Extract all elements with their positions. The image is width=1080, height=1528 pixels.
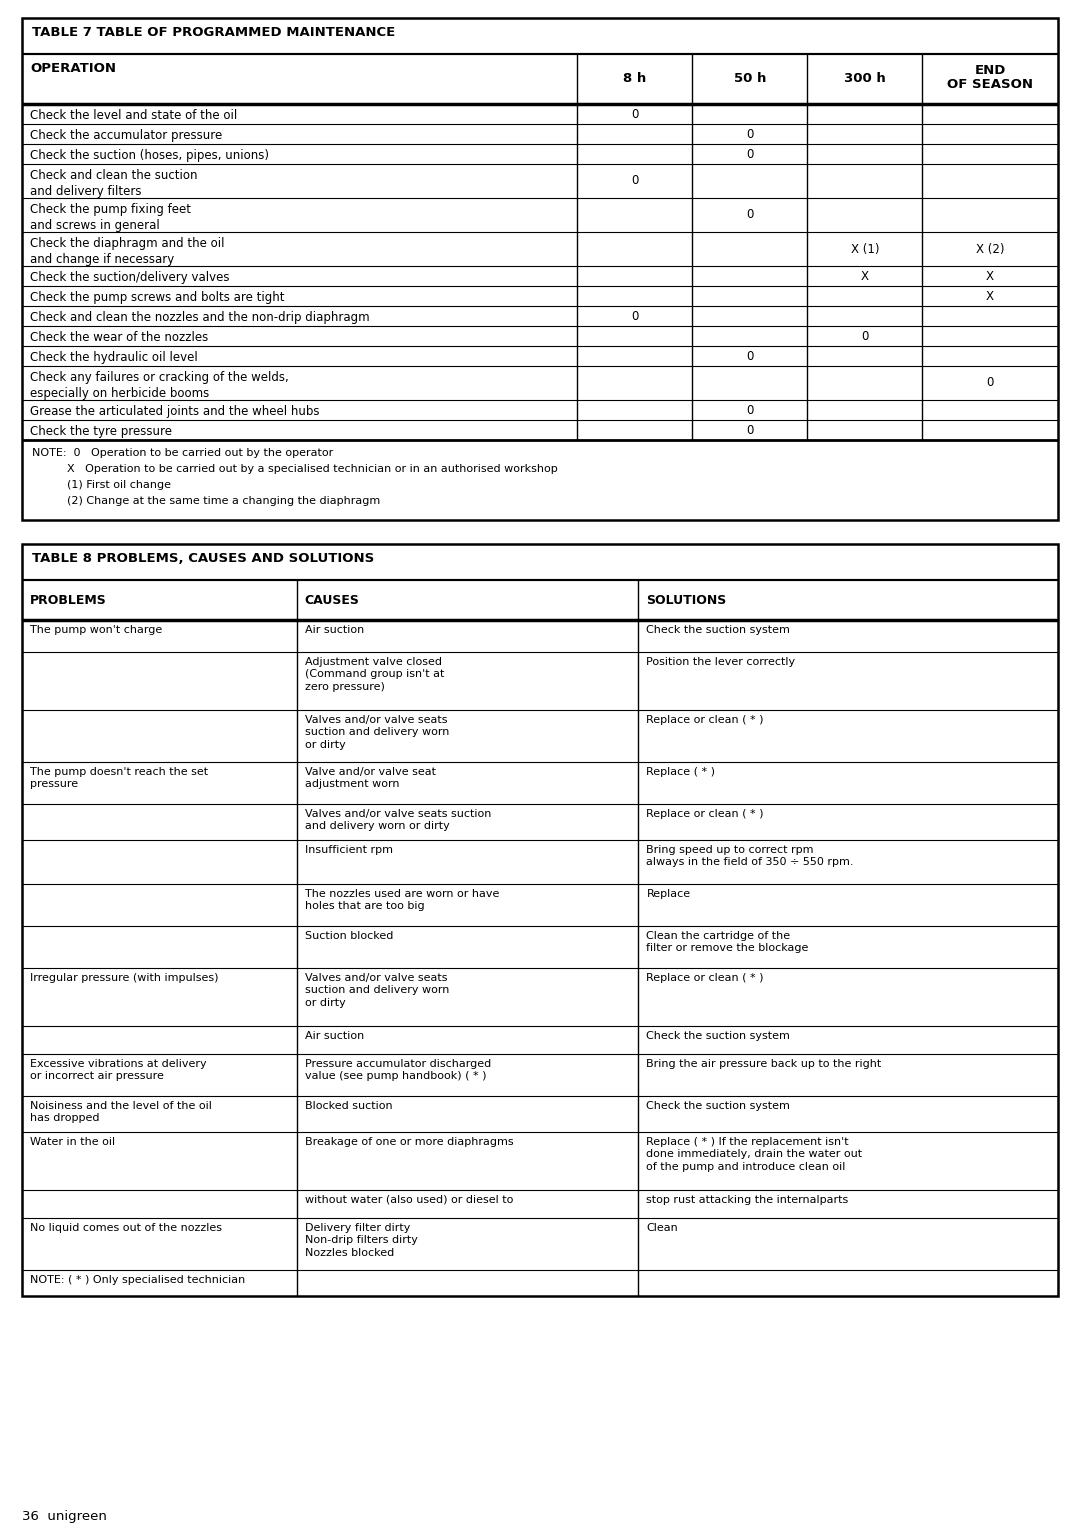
Bar	[22, 18, 1058, 520]
Text: Check the diaphragm and the oil
and change if necessary: Check the diaphragm and the oil and chan…	[30, 237, 225, 266]
Text: Air suction: Air suction	[305, 625, 364, 636]
Text: No liquid comes out of the nozzles: No liquid comes out of the nozzles	[30, 1222, 222, 1233]
Text: without water (also used) or diesel to: without water (also used) or diesel to	[305, 1195, 513, 1206]
Text: TABLE 8 PROBLEMS, CAUSES AND SOLUTIONS: TABLE 8 PROBLEMS, CAUSES AND SOLUTIONS	[32, 552, 375, 565]
Text: (2) Change at the same time a changing the diaphragm: (2) Change at the same time a changing t…	[32, 497, 380, 506]
Text: Breakage of one or more diaphragms: Breakage of one or more diaphragms	[305, 1137, 513, 1148]
Text: CAUSES: CAUSES	[305, 593, 360, 607]
Text: Grease the articulated joints and the wheel hubs: Grease the articulated joints and the wh…	[30, 405, 320, 419]
Text: (1) First oil change: (1) First oil change	[32, 480, 171, 490]
Text: OPERATION: OPERATION	[30, 63, 116, 75]
Text: Check the suction system: Check the suction system	[647, 1031, 791, 1041]
Text: Delivery filter dirty
Non-drip filters dirty
Nozzles blocked: Delivery filter dirty Non-drip filters d…	[305, 1222, 417, 1258]
Text: Check the suction system: Check the suction system	[647, 625, 791, 636]
Text: Check any failures or cracking of the welds,
especially on herbicide booms: Check any failures or cracking of the we…	[30, 371, 288, 400]
Text: The pump doesn't reach the set
pressure: The pump doesn't reach the set pressure	[30, 767, 208, 790]
Text: SOLUTIONS: SOLUTIONS	[647, 593, 727, 607]
Text: X: X	[986, 269, 995, 283]
Text: Valves and/or valve seats
suction and delivery worn
or dirty: Valves and/or valve seats suction and de…	[305, 715, 449, 750]
Text: Clean the cartridge of the
filter or remove the blockage: Clean the cartridge of the filter or rem…	[647, 931, 809, 953]
Text: 0: 0	[746, 403, 754, 417]
Text: 0: 0	[861, 330, 868, 342]
Text: X   Operation to be carried out by a specialised technician or in an authorised : X Operation to be carried out by a speci…	[32, 465, 557, 474]
Text: Replace ( * ): Replace ( * )	[647, 767, 715, 778]
Text: Replace or clean ( * ): Replace or clean ( * )	[647, 808, 764, 819]
Text: 0: 0	[746, 127, 754, 141]
Text: 0: 0	[631, 310, 638, 322]
Text: Adjustment valve closed
(Command group isn't at
zero pressure): Adjustment valve closed (Command group i…	[305, 657, 444, 692]
Text: Water in the oil: Water in the oil	[30, 1137, 116, 1148]
Text: Replace ( * ) If the replacement isn't
done immediately, drain the water out
of : Replace ( * ) If the replacement isn't d…	[647, 1137, 863, 1172]
Text: 0: 0	[746, 148, 754, 160]
Text: PROBLEMS: PROBLEMS	[30, 593, 107, 607]
Text: Check and clean the suction
and delivery filters: Check and clean the suction and delivery…	[30, 170, 198, 199]
Text: Check the pump screws and bolts are tight: Check the pump screws and bolts are tigh…	[30, 290, 284, 304]
Text: 36  unigreen: 36 unigreen	[22, 1510, 107, 1523]
Text: END: END	[974, 64, 1005, 76]
Text: The nozzles used are worn or have
holes that are too big: The nozzles used are worn or have holes …	[305, 889, 499, 911]
Text: Check the suction system: Check the suction system	[647, 1102, 791, 1111]
Text: X: X	[986, 289, 995, 303]
Text: Bring speed up to correct rpm
always in the field of 350 ÷ 550 rpm.: Bring speed up to correct rpm always in …	[647, 845, 854, 868]
Text: 0: 0	[746, 423, 754, 437]
Text: 0: 0	[746, 208, 754, 222]
Text: stop rust attacking the internalparts: stop rust attacking the internalparts	[647, 1195, 849, 1206]
Text: OF SEASON: OF SEASON	[947, 78, 1034, 92]
Text: Replace or clean ( * ): Replace or clean ( * )	[647, 715, 764, 724]
Text: 8 h: 8 h	[623, 72, 647, 86]
Text: Suction blocked: Suction blocked	[305, 931, 393, 941]
Text: Position the lever correctly: Position the lever correctly	[647, 657, 796, 668]
Text: Valve and/or valve seat
adjustment worn: Valve and/or valve seat adjustment worn	[305, 767, 435, 790]
Bar	[22, 544, 1058, 1296]
Text: 0: 0	[631, 174, 638, 188]
Text: 50 h: 50 h	[733, 72, 766, 86]
Text: X: X	[861, 269, 868, 283]
Text: NOTE:  0   Operation to be carried out by the operator: NOTE: 0 Operation to be carried out by t…	[32, 448, 334, 458]
Text: The pump won't charge: The pump won't charge	[30, 625, 162, 636]
Text: Check the level and state of the oil: Check the level and state of the oil	[30, 108, 238, 122]
Text: Valves and/or valve seats
suction and delivery worn
or dirty: Valves and/or valve seats suction and de…	[305, 973, 449, 1008]
Text: Excessive vibrations at delivery
or incorrect air pressure: Excessive vibrations at delivery or inco…	[30, 1059, 206, 1082]
Text: X (1): X (1)	[851, 243, 879, 255]
Text: Check the wear of the nozzles: Check the wear of the nozzles	[30, 332, 208, 344]
Text: Insufficient rpm: Insufficient rpm	[305, 845, 392, 856]
Text: 0: 0	[631, 107, 638, 121]
Text: Check the accumulator pressure: Check the accumulator pressure	[30, 128, 222, 142]
Text: 0: 0	[746, 350, 754, 362]
Text: Clean: Clean	[647, 1222, 678, 1233]
Text: Replace or clean ( * ): Replace or clean ( * )	[647, 973, 764, 983]
Text: Check and clean the nozzles and the non-drip diaphragm: Check and clean the nozzles and the non-…	[30, 312, 369, 324]
Text: Replace: Replace	[647, 889, 690, 898]
Text: Check the tyre pressure: Check the tyre pressure	[30, 425, 172, 439]
Text: Check the hydraulic oil level: Check the hydraulic oil level	[30, 351, 198, 364]
Text: Check the suction/delivery valves: Check the suction/delivery valves	[30, 270, 229, 284]
Text: Irregular pressure (with impulses): Irregular pressure (with impulses)	[30, 973, 218, 983]
Text: Check the suction (hoses, pipes, unions): Check the suction (hoses, pipes, unions)	[30, 150, 269, 162]
Text: 300 h: 300 h	[843, 72, 886, 86]
Text: NOTE: ( * ) Only specialised technician: NOTE: ( * ) Only specialised technician	[30, 1274, 245, 1285]
Text: Valves and/or valve seats suction
and delivery worn or dirty: Valves and/or valve seats suction and de…	[305, 808, 491, 831]
Text: Air suction: Air suction	[305, 1031, 364, 1041]
Text: TABLE 7 TABLE OF PROGRAMMED MAINTENANCE: TABLE 7 TABLE OF PROGRAMMED MAINTENANCE	[32, 26, 395, 40]
Text: 0: 0	[986, 376, 994, 390]
Text: X (2): X (2)	[976, 243, 1004, 255]
Text: Noisiness and the level of the oil
has dropped: Noisiness and the level of the oil has d…	[30, 1102, 212, 1123]
Text: Blocked suction: Blocked suction	[305, 1102, 392, 1111]
Text: Bring the air pressure back up to the right: Bring the air pressure back up to the ri…	[647, 1059, 881, 1070]
Text: Pressure accumulator discharged
value (see pump handbook) ( * ): Pressure accumulator discharged value (s…	[305, 1059, 490, 1082]
Text: Check the pump fixing feet
and screws in general: Check the pump fixing feet and screws in…	[30, 203, 191, 232]
